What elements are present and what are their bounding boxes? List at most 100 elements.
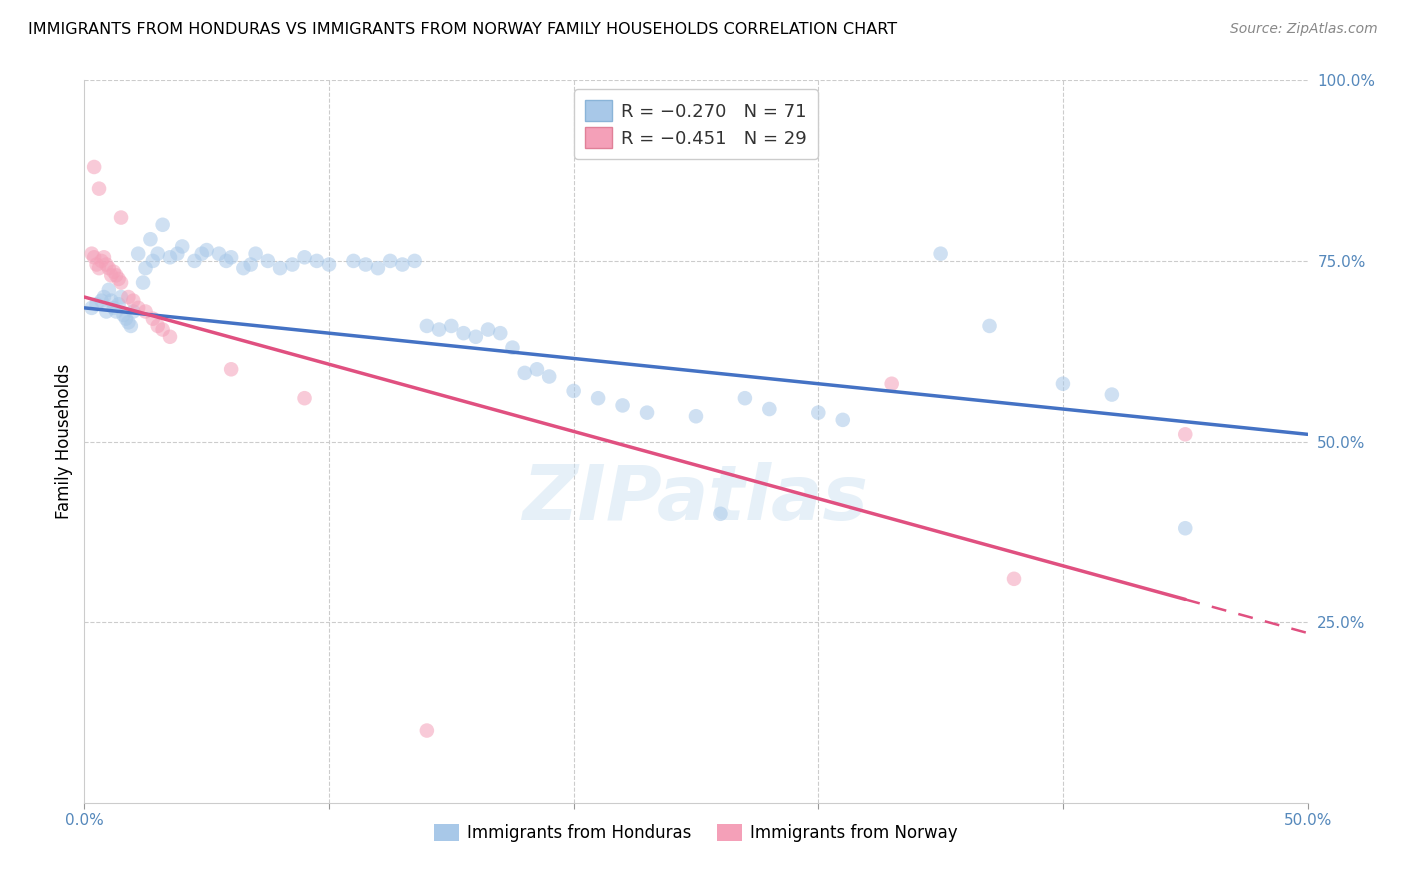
Point bbox=[132, 276, 155, 290]
Point bbox=[142, 253, 165, 268]
Point bbox=[502, 341, 524, 355]
Point bbox=[110, 276, 132, 290]
Point bbox=[152, 322, 174, 336]
Point bbox=[122, 293, 145, 308]
Point bbox=[146, 318, 169, 333]
Point bbox=[115, 311, 138, 326]
Point bbox=[90, 293, 112, 308]
Point bbox=[191, 246, 214, 260]
Point bbox=[391, 258, 413, 272]
Point bbox=[979, 318, 1001, 333]
Point bbox=[477, 322, 499, 336]
Point bbox=[112, 308, 135, 322]
Point bbox=[880, 376, 903, 391]
Point bbox=[117, 315, 139, 329]
Point bbox=[685, 409, 707, 424]
Point bbox=[83, 160, 105, 174]
Point bbox=[103, 265, 125, 279]
Point bbox=[440, 318, 463, 333]
Text: ZIPatlas: ZIPatlas bbox=[523, 462, 869, 536]
Point bbox=[526, 362, 548, 376]
Point bbox=[166, 246, 188, 260]
Point bbox=[110, 211, 132, 225]
Point bbox=[90, 253, 112, 268]
Point bbox=[281, 258, 304, 272]
Point bbox=[215, 253, 238, 268]
Point bbox=[80, 246, 103, 260]
Point bbox=[96, 304, 118, 318]
Point bbox=[100, 293, 122, 308]
Point bbox=[929, 246, 952, 260]
Text: IMMIGRANTS FROM HONDURAS VS IMMIGRANTS FROM NORWAY FAMILY HOUSEHOLDS CORRELATION: IMMIGRANTS FROM HONDURAS VS IMMIGRANTS F… bbox=[28, 22, 897, 37]
Point bbox=[93, 250, 115, 264]
Point bbox=[245, 246, 267, 260]
Point bbox=[127, 246, 149, 260]
Point bbox=[97, 283, 120, 297]
Point bbox=[318, 258, 340, 272]
Point bbox=[127, 301, 149, 315]
Point bbox=[152, 218, 174, 232]
Point bbox=[269, 261, 291, 276]
Point bbox=[758, 402, 780, 417]
Point bbox=[117, 290, 139, 304]
Point bbox=[416, 723, 439, 738]
Point bbox=[135, 261, 157, 276]
Point bbox=[257, 253, 280, 268]
Point bbox=[342, 253, 364, 268]
Point bbox=[294, 250, 316, 264]
Point bbox=[86, 297, 108, 311]
Point bbox=[219, 250, 242, 264]
Point bbox=[416, 318, 439, 333]
Point bbox=[100, 268, 122, 283]
Point bbox=[107, 272, 129, 286]
Point bbox=[513, 366, 536, 380]
Point bbox=[87, 182, 110, 196]
Point bbox=[87, 261, 110, 276]
Point bbox=[427, 322, 450, 336]
Point bbox=[453, 326, 475, 340]
Point bbox=[734, 391, 756, 405]
Point bbox=[146, 246, 169, 260]
Point bbox=[159, 250, 181, 264]
Point bbox=[489, 326, 512, 340]
Point bbox=[807, 406, 830, 420]
Y-axis label: Family Households: Family Households bbox=[55, 364, 73, 519]
Point bbox=[103, 301, 125, 315]
Point bbox=[219, 362, 242, 376]
Point bbox=[107, 297, 129, 311]
Point bbox=[110, 290, 132, 304]
Point bbox=[294, 391, 316, 405]
Point bbox=[538, 369, 561, 384]
Point bbox=[562, 384, 585, 398]
Point bbox=[239, 258, 262, 272]
Point bbox=[159, 330, 181, 344]
Point bbox=[80, 301, 103, 315]
Point bbox=[831, 413, 853, 427]
Point bbox=[1052, 376, 1074, 391]
Point bbox=[232, 261, 254, 276]
Point bbox=[120, 318, 142, 333]
Point bbox=[122, 304, 145, 318]
Point bbox=[86, 258, 108, 272]
Point bbox=[172, 239, 194, 253]
Point bbox=[612, 398, 634, 412]
Point bbox=[1101, 387, 1123, 401]
Point bbox=[464, 330, 486, 344]
Point bbox=[1174, 521, 1197, 535]
Text: Source: ZipAtlas.com: Source: ZipAtlas.com bbox=[1230, 22, 1378, 37]
Point bbox=[354, 258, 377, 272]
Point bbox=[105, 268, 128, 283]
Point bbox=[709, 507, 731, 521]
Point bbox=[135, 304, 157, 318]
Point bbox=[183, 253, 205, 268]
Point bbox=[142, 311, 165, 326]
Point bbox=[195, 243, 218, 257]
Point bbox=[97, 261, 120, 276]
Point bbox=[93, 290, 115, 304]
Point bbox=[586, 391, 609, 405]
Point bbox=[404, 253, 426, 268]
Point bbox=[367, 261, 389, 276]
Point bbox=[1002, 572, 1025, 586]
Point bbox=[1174, 427, 1197, 442]
Point bbox=[305, 253, 328, 268]
